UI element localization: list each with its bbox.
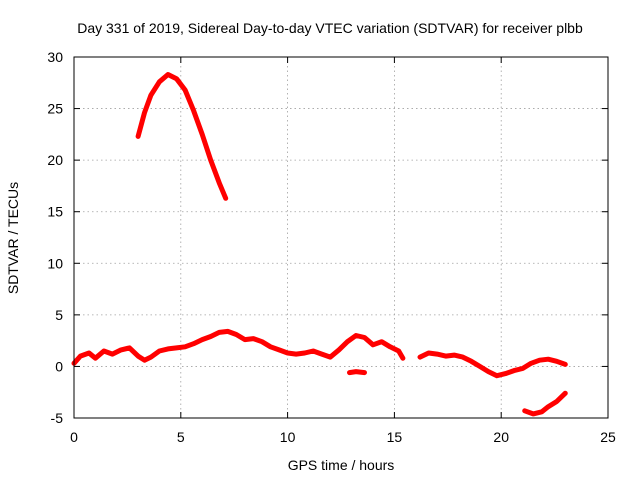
x-tick-label: 20: [493, 429, 509, 445]
y-axis-label: SDTVAR / TECUs: [5, 182, 21, 294]
series-arc-dip: [347, 369, 367, 376]
grid: [74, 57, 608, 418]
x-tick-label: 0: [70, 429, 78, 445]
series-arc-main-2: [417, 350, 568, 379]
y-tick-label: 5: [55, 307, 63, 323]
series-group: [71, 72, 568, 417]
x-tick-label: 25: [600, 429, 616, 445]
series-arc-high: [135, 72, 229, 201]
chart-title: Day 331 of 2019, Sidereal Day-to-day VTE…: [77, 20, 583, 36]
y-tick-label: -5: [51, 410, 64, 426]
plot-frame: [73, 56, 609, 419]
series-arc-main-1: [71, 328, 406, 366]
x-tick-label: 5: [177, 429, 185, 445]
y-tick-label: 15: [47, 204, 63, 220]
x-axis-label: GPS time / hours: [288, 457, 395, 473]
y-tick-label: 30: [47, 49, 63, 65]
x-tick-label: 10: [280, 429, 296, 445]
y-tick-label: 10: [47, 255, 63, 271]
ticks: 0 5 10 15 20 25 -5 0 5 10 15 20 25 30: [47, 49, 616, 445]
x-tick-label: 15: [387, 429, 403, 445]
series-arc-low: [522, 390, 568, 417]
y-tick-label: 0: [55, 358, 63, 374]
y-tick-label: 25: [47, 101, 63, 117]
y-tick-label: 20: [47, 152, 63, 168]
